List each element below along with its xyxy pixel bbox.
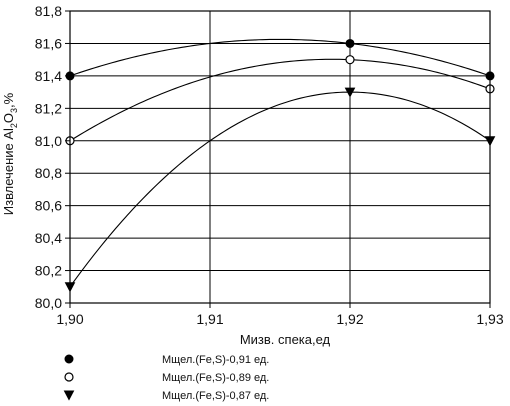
series-group bbox=[64, 87, 496, 293]
series-line bbox=[69, 38, 491, 77]
series-layer bbox=[64, 38, 496, 293]
y-tick-label: 80,8 bbox=[35, 165, 62, 181]
series-group bbox=[65, 38, 495, 81]
y-tick-label: 81,6 bbox=[35, 35, 62, 51]
series-line bbox=[69, 58, 491, 142]
legend-item: Мщел.(Fe,S)-0,91 ед. bbox=[64, 354, 269, 366]
data-point bbox=[345, 55, 355, 65]
legend-label: Мщел.(Fe,S)-0,87 ед. bbox=[162, 390, 269, 402]
y-tick-label: 81,8 bbox=[35, 3, 62, 19]
y-tick-label: 81,0 bbox=[35, 133, 62, 149]
grid-layer bbox=[70, 11, 490, 303]
series-group bbox=[65, 55, 495, 146]
y-tick-label: 81,2 bbox=[35, 100, 62, 116]
y-axis-title: Извлечение Al2O3,% bbox=[1, 92, 19, 215]
legend-item: Мщел.(Fe,S)-0,89 ед. bbox=[64, 372, 269, 384]
y-tick-label: 80,4 bbox=[35, 230, 62, 246]
x-tick-label: 1,90 bbox=[56, 311, 83, 327]
plot-frame bbox=[69, 10, 491, 304]
x-axis-title: Мизв. спека,ед bbox=[240, 332, 331, 347]
y-tick-label: 80,0 bbox=[35, 295, 62, 311]
y-tick-label: 80,6 bbox=[35, 198, 62, 214]
legend-label: Мщел.(Fe,S)-0,89 ед. bbox=[162, 372, 269, 384]
data-point bbox=[345, 38, 355, 48]
legend-item: Мщел.(Fe,S)-0,87 ед. bbox=[63, 390, 269, 402]
x-tick-label: 1,91 bbox=[196, 311, 223, 327]
x-tick-label: 1,92 bbox=[336, 311, 363, 327]
legend-marker bbox=[64, 354, 74, 364]
series-line bbox=[69, 91, 491, 288]
axes-layer bbox=[65, 10, 491, 308]
legend-marker bbox=[64, 372, 74, 382]
legend-marker bbox=[63, 390, 75, 401]
x-tick-label: 1,93 bbox=[476, 311, 503, 327]
y-tick-label: 80,2 bbox=[35, 263, 62, 279]
y-tick-label: 81,4 bbox=[35, 68, 62, 84]
legend-label: Мщел.(Fe,S)-0,91 ед. bbox=[162, 354, 269, 366]
data-point bbox=[344, 87, 356, 98]
labels-layer: 1,90 1,91 1,92 1,93 80,0 80,2 80,4 80,6 80,8 81,0… bbox=[1, 3, 504, 347]
legend-layer: Мщел.(Fe,S)-0,91 ед. Мщел.(Fe,S)-0,89 ед.… bbox=[63, 354, 269, 402]
